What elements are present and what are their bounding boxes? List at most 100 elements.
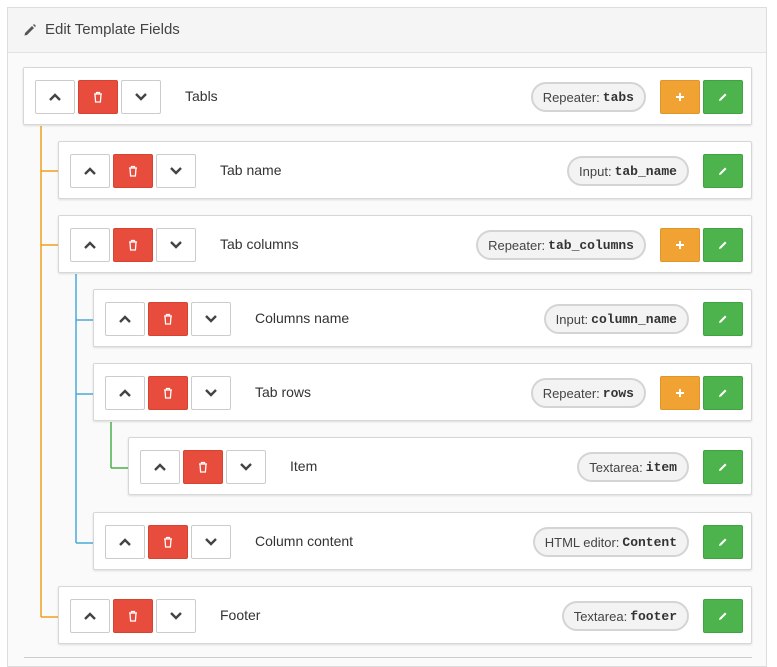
pencil-icon xyxy=(719,93,727,101)
move-down-button[interactable] xyxy=(226,450,266,484)
chevron-down-icon xyxy=(205,538,217,546)
add-child-button[interactable] xyxy=(660,228,700,262)
tree-lines-level3 xyxy=(110,422,128,469)
field-name: tab_columns xyxy=(548,237,634,253)
pencil-icon xyxy=(719,538,727,546)
chevron-down-icon xyxy=(205,315,217,323)
move-down-button[interactable] xyxy=(156,599,196,633)
panel-title: Edit Template Fields xyxy=(45,21,180,38)
field-type-badge: Input: tab_name xyxy=(567,156,689,186)
field-type: Textarea: xyxy=(589,459,643,475)
plus-icon xyxy=(676,241,684,249)
field-label: Tab name xyxy=(220,162,282,178)
delete-button[interactable] xyxy=(183,450,223,484)
trash-icon xyxy=(164,387,172,399)
trash-icon xyxy=(164,536,172,548)
delete-button[interactable] xyxy=(113,228,153,262)
edit-button[interactable] xyxy=(703,525,743,559)
chevron-down-icon xyxy=(170,167,182,175)
delete-button[interactable] xyxy=(148,302,188,336)
field-row-item: Item Textarea: item xyxy=(128,437,752,495)
field-type: Input: xyxy=(579,163,612,179)
edit-button[interactable] xyxy=(703,376,743,410)
field-label: Columns name xyxy=(255,310,350,326)
edit-button[interactable] xyxy=(703,80,743,114)
field-label: Column content xyxy=(255,533,354,549)
field-row-tab-columns: Tab columns Repeater: tab_columns xyxy=(58,215,752,273)
pencil-icon xyxy=(719,463,727,471)
field-type-badge: Textarea: footer xyxy=(561,601,689,631)
panel-header: Edit Template Fields xyxy=(8,8,766,53)
chevron-down-icon xyxy=(170,241,182,249)
delete-button[interactable] xyxy=(148,525,188,559)
add-child-button[interactable] xyxy=(660,80,700,114)
chevron-up-icon xyxy=(84,241,96,249)
chevron-up-icon xyxy=(154,463,166,471)
panel-bottom-edge xyxy=(24,657,752,662)
delete-button[interactable] xyxy=(78,80,118,114)
edit-button[interactable] xyxy=(703,450,743,484)
field-name: rows xyxy=(602,385,634,401)
field-label: Item xyxy=(290,458,318,474)
move-up-button[interactable] xyxy=(70,599,110,633)
field-type: Textarea: xyxy=(573,608,628,624)
move-down-button[interactable] xyxy=(191,302,231,336)
delete-button[interactable] xyxy=(113,154,153,188)
field-label: Tab columns xyxy=(220,236,299,252)
move-up-button[interactable] xyxy=(70,228,110,262)
delete-button[interactable] xyxy=(113,599,153,633)
chevron-down-icon xyxy=(240,463,252,471)
field-row-rows: Tab rows Repeater: rows xyxy=(93,363,752,421)
tree-lines-level1 xyxy=(40,126,58,618)
field-type-badge: Repeater: tabs xyxy=(530,82,646,112)
field-type-badge: Repeater: tab_columns xyxy=(476,230,646,260)
field-row-column-name: Columns name Input: column_name xyxy=(93,289,752,347)
trash-icon xyxy=(129,610,137,622)
field-type-badge: Textarea: item xyxy=(577,452,689,482)
plus-icon xyxy=(676,389,684,397)
chevron-down-icon xyxy=(135,93,147,101)
trash-icon xyxy=(129,165,137,177)
trash-icon xyxy=(164,313,172,325)
move-down-button[interactable] xyxy=(121,80,161,114)
trash-icon xyxy=(94,91,102,103)
move-down-button[interactable] xyxy=(191,376,231,410)
plus-icon xyxy=(676,93,684,101)
field-type: Repeater: xyxy=(542,385,600,401)
field-type-badge: Repeater: rows xyxy=(530,378,646,408)
move-up-button[interactable] xyxy=(70,154,110,188)
field-name: tabs xyxy=(602,89,634,105)
chevron-up-icon xyxy=(119,315,131,323)
delete-button[interactable] xyxy=(148,376,188,410)
field-label: Tabls xyxy=(185,88,218,104)
move-up-button[interactable] xyxy=(105,376,145,410)
field-type: Input: xyxy=(555,311,589,327)
trash-icon xyxy=(199,461,207,473)
field-type-badge: HTML editor: Content xyxy=(532,527,689,557)
field-label: Footer xyxy=(220,607,261,623)
pencil-icon xyxy=(24,24,36,36)
move-down-button[interactable] xyxy=(191,525,231,559)
chevron-up-icon xyxy=(84,167,96,175)
field-name: footer xyxy=(630,608,677,624)
field-name: item xyxy=(645,459,677,475)
edit-button[interactable] xyxy=(703,154,743,188)
move-down-button[interactable] xyxy=(156,228,196,262)
pencil-icon xyxy=(719,612,727,620)
move-up-button[interactable] xyxy=(105,302,145,336)
field-name: tab_name xyxy=(614,163,677,179)
edit-button[interactable] xyxy=(703,228,743,262)
chevron-down-icon xyxy=(170,612,182,620)
edit-button[interactable] xyxy=(703,599,743,633)
trash-icon xyxy=(129,239,137,251)
add-child-button[interactable] xyxy=(660,376,700,410)
move-up-button[interactable] xyxy=(105,525,145,559)
move-up-button[interactable] xyxy=(35,80,75,114)
move-down-button[interactable] xyxy=(156,154,196,188)
edit-button[interactable] xyxy=(703,302,743,336)
chevron-up-icon xyxy=(119,389,131,397)
field-row-footer: Footer Textarea: footer xyxy=(58,586,752,644)
chevron-up-icon xyxy=(84,612,96,620)
move-up-button[interactable] xyxy=(140,450,180,484)
